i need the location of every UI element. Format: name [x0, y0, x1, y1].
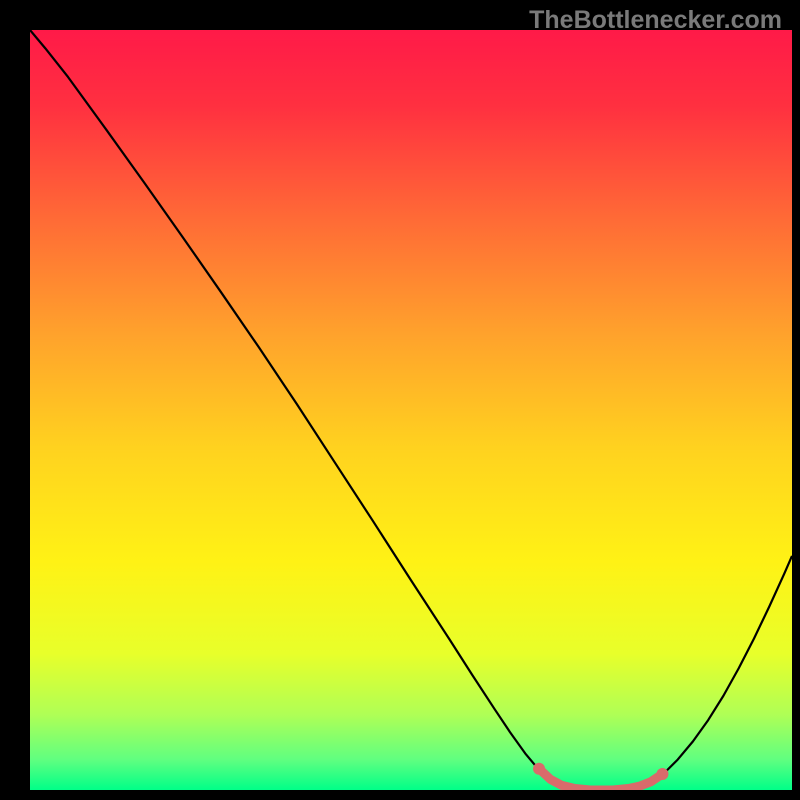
plot-area	[30, 30, 792, 790]
plot-svg	[30, 30, 792, 790]
optimal-range-end-dot	[656, 768, 668, 780]
plot-background	[30, 30, 792, 790]
optimal-range-start-dot	[533, 763, 545, 775]
watermark-text: TheBottlenecker.com	[529, 6, 782, 35]
